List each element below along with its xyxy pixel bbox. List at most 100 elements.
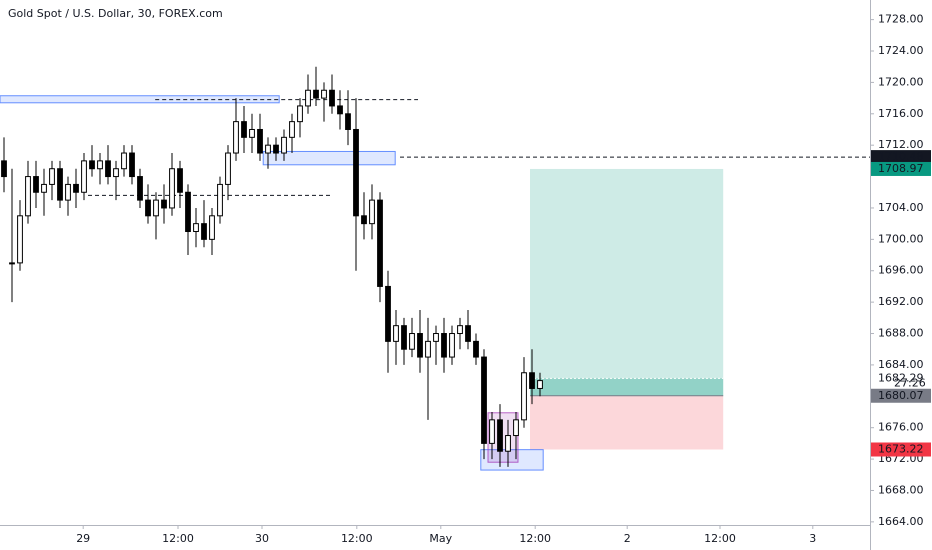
price-tag	[871, 442, 931, 457]
candle-body	[505, 435, 511, 452]
candle-body	[449, 333, 455, 358]
candle-body	[193, 223, 199, 233]
price-tag	[871, 371, 931, 386]
candle-body	[217, 183, 223, 217]
candle-body	[473, 340, 479, 358]
y-tick-label: 1704.00	[878, 201, 924, 214]
candle-body	[369, 199, 375, 225]
candle-body	[465, 325, 471, 342]
candle-body	[177, 168, 183, 193]
stop-zone	[530, 395, 724, 450]
target-zone	[530, 168, 724, 396]
x-tick-label: 29	[76, 532, 90, 545]
candle-body	[457, 325, 463, 335]
price-tag-label: 1708.97	[878, 162, 924, 175]
candle-body	[401, 325, 407, 350]
candle-body	[25, 176, 31, 217]
candle-body	[161, 199, 167, 209]
candle-body	[385, 285, 391, 342]
y-tick-label: 1688.00	[878, 327, 924, 340]
zone	[480, 449, 544, 471]
x-tick-label: 12:00	[162, 532, 194, 545]
candle-body	[513, 419, 519, 437]
candle-body	[121, 152, 127, 170]
y-tick-label: 1668.00	[878, 483, 924, 496]
candle-body	[89, 160, 95, 170]
y-tick-label: 1676.00	[878, 421, 924, 434]
y-tick-label: 1684.00	[878, 358, 924, 371]
open-profit	[530, 378, 724, 396]
y-tick-label: 1720.00	[878, 75, 924, 88]
candle-body	[145, 199, 151, 217]
candle-body	[201, 223, 207, 240]
candle-body	[73, 183, 79, 193]
candle-body	[441, 333, 447, 358]
candle-body	[337, 105, 343, 115]
candle-body	[241, 121, 247, 138]
price-tag	[871, 161, 931, 176]
candle-body	[521, 372, 527, 421]
price-tag-label: 1710.48	[878, 150, 924, 163]
x-tick-label: 12:00	[519, 532, 551, 545]
candle-body	[265, 144, 271, 154]
candle-body	[377, 199, 383, 287]
y-tick-label: 1692.00	[878, 295, 924, 308]
x-tick-label: 3	[809, 532, 816, 545]
candle-body	[305, 89, 311, 107]
candle-body	[321, 89, 327, 99]
candle-body	[225, 152, 231, 185]
y-tick-label: 1724.00	[878, 44, 924, 57]
candle-body	[529, 372, 535, 389]
candle-body	[169, 168, 175, 209]
candle-body	[41, 183, 47, 193]
candle-body	[209, 215, 215, 240]
y-tick-label: 1712.00	[878, 138, 924, 151]
candle-body	[17, 215, 23, 264]
x-tick-label: 12:00	[704, 532, 736, 545]
x-tick-label: May	[429, 532, 452, 545]
candle-body	[57, 168, 63, 201]
candle-body	[9, 262, 15, 265]
y-tick-label: 1716.00	[878, 107, 924, 120]
zone	[0, 95, 280, 104]
y-tick-label: 1664.00	[878, 515, 924, 528]
candle-body	[129, 152, 135, 178]
candle-body	[65, 183, 71, 201]
price-tag-label: 1680.07	[878, 389, 924, 402]
candle-body	[417, 333, 423, 358]
candle-body	[393, 325, 399, 342]
countdown: 27:26	[894, 377, 926, 390]
candle-body	[233, 121, 239, 154]
candle-body	[49, 168, 55, 185]
candle-body	[361, 215, 367, 225]
x-tick-label: 12:00	[341, 532, 373, 545]
candle-body	[353, 128, 359, 217]
candle-body	[81, 160, 87, 193]
candle-body	[257, 128, 263, 154]
price-tag	[871, 388, 931, 403]
candle-body	[153, 199, 159, 217]
zone	[262, 150, 396, 166]
y-tick-label: 1728.00	[878, 13, 924, 26]
candle-body	[345, 113, 351, 130]
price-tag-label: 1682.29	[878, 371, 924, 384]
candle-body	[409, 333, 415, 350]
candle-body	[537, 380, 543, 389]
chart-title: Gold Spot / U.S. Dollar, 30, FOREX.com	[8, 7, 223, 20]
candle-body	[497, 419, 503, 452]
candle-body	[273, 144, 279, 154]
price-tag	[871, 150, 931, 165]
candle-body	[185, 191, 191, 233]
candle-body	[249, 128, 255, 138]
price-tag-label: 1673.22	[878, 443, 924, 456]
y-tick-label: 1700.00	[878, 232, 924, 245]
candle-body	[489, 419, 495, 444]
x-tick-label: 30	[255, 532, 269, 545]
candle-body	[105, 160, 111, 178]
candle-body	[289, 121, 295, 138]
candle-body	[425, 340, 431, 358]
candle-body	[97, 160, 103, 170]
candle-body	[433, 333, 439, 342]
